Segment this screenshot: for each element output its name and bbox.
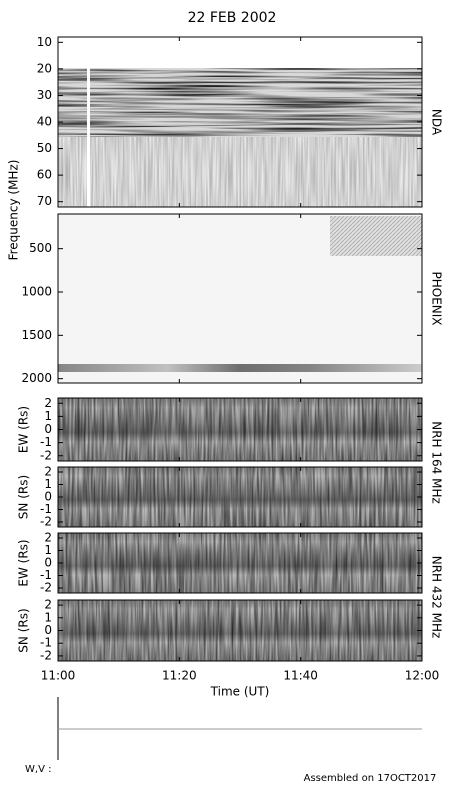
y-tick-label: 1: [44, 543, 52, 557]
frame: [57, 213, 423, 384]
y-tick-label: 0: [44, 556, 52, 570]
y-tick-label: 2: [44, 465, 52, 479]
instrument-label: NRH 164 MHz: [430, 421, 444, 504]
y-tick-label: 1: [44, 409, 52, 423]
title: 22 FEB 2002: [188, 10, 277, 26]
y-axis-label: SN (Rs): [17, 475, 31, 519]
y-tick-label: 0: [44, 422, 52, 436]
y-tick-label: 2000: [21, 371, 52, 385]
y-tick-label: 1500: [21, 328, 52, 342]
y-tick-label: 2: [44, 396, 52, 410]
y-tick-label: -2: [40, 648, 52, 662]
streaks: [58, 398, 422, 461]
y-tick-label: -1: [40, 636, 52, 650]
streaks: [58, 467, 422, 527]
streaks: [58, 600, 422, 661]
y-tick-label: 60: [37, 168, 52, 182]
instrument-label: NRH 432 MHz: [430, 556, 444, 639]
y-tick-label: 1: [44, 477, 52, 491]
y-tick-label: 2: [44, 531, 52, 545]
y-axis-label: EW (Rs): [17, 406, 31, 453]
instrument-label: NDA: [430, 109, 444, 136]
y-tick-label: 30: [37, 88, 52, 102]
y-tick-label: 0: [44, 623, 52, 637]
y-axis-label: EW (Rs): [17, 539, 31, 586]
y-tick-label: 70: [37, 194, 52, 208]
footer: Assembled on 17OCT2017: [304, 773, 437, 784]
y-axis-label: SN (Rs): [17, 608, 31, 652]
y-axis-label: Frequency (MHz): [7, 160, 21, 261]
x-tick-label: 11:20: [162, 669, 197, 683]
y-tick-label: -2: [40, 515, 52, 529]
noise: [58, 137, 422, 207]
y-tick-label: 1: [44, 610, 52, 624]
y-tick-label: -1: [40, 568, 52, 582]
y-tick-label: -1: [40, 502, 52, 516]
y-tick-label: 2: [44, 598, 52, 612]
box: [330, 216, 422, 256]
y-tick-label: 1000: [21, 285, 52, 299]
gap: [87, 68, 90, 207]
x-tick-label: 12:00: [405, 669, 440, 683]
y-tick-label: 10: [37, 35, 52, 49]
x-axis-label: Time (UT): [210, 685, 270, 699]
x-tick-label: 11:40: [283, 669, 318, 683]
instrument-label: PHOENIX: [430, 271, 444, 325]
y-tick-label: -2: [40, 581, 52, 595]
y-tick-label: 50: [37, 141, 52, 155]
y-tick-label: -2: [40, 448, 52, 462]
y-tick-label: 0: [44, 490, 52, 504]
y-tick-label: 40: [37, 115, 52, 129]
streaks: [58, 533, 422, 593]
y-tick-label: -1: [40, 435, 52, 449]
band: [58, 364, 422, 372]
streaks: [58, 68, 422, 137]
x-tick-label: 11:00: [41, 669, 76, 683]
y-tick-label: 20: [37, 61, 52, 75]
y-tick-label: 500: [29, 241, 52, 255]
wv-label: W,V :: [25, 764, 51, 775]
